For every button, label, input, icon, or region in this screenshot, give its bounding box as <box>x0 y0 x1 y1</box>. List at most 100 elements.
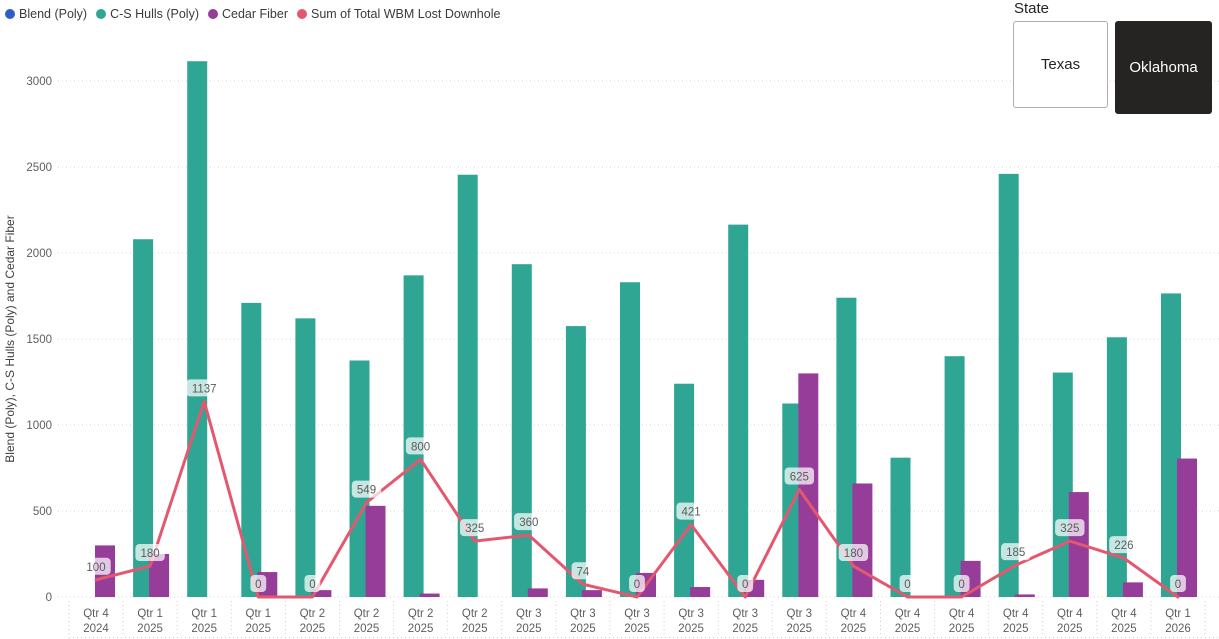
svg-text:360: 360 <box>519 517 538 529</box>
svg-text:Qtr 4: Qtr 4 <box>841 608 867 620</box>
bar-cedar-fiber-13[interactable] <box>798 373 819 597</box>
svg-text:0: 0 <box>958 579 964 591</box>
bar-cedar-fiber-17[interactable] <box>1014 594 1035 597</box>
bar-cedar-fiber-20[interactable] <box>1177 458 1197 597</box>
bar-c-s-hulls-poly-9[interactable] <box>565 326 586 597</box>
svg-text:2025: 2025 <box>300 623 326 635</box>
svg-text:Qtr 3: Qtr 3 <box>624 608 650 620</box>
bar-c-s-hulls-poly-11[interactable] <box>674 383 695 597</box>
bar-c-s-hulls-poly-5[interactable] <box>349 360 370 598</box>
svg-text:Qtr 4: Qtr 4 <box>1111 608 1137 620</box>
svg-text:325: 325 <box>1060 523 1079 535</box>
svg-text:2025: 2025 <box>1111 623 1137 635</box>
legend-item[interactable]: Blend (Poly) <box>5 7 87 21</box>
svg-text:500: 500 <box>33 506 52 518</box>
chart-legend: Blend (Poly) C-S Hulls (Poly) Cedar Fiber S… <box>5 7 500 21</box>
x-axis-label: Qtr 3 2025 <box>678 608 704 635</box>
x-axis-label: Qtr 4 2025 <box>1003 608 1029 635</box>
bar-cedar-fiber-19[interactable] <box>1122 582 1143 597</box>
svg-text:0: 0 <box>742 579 748 591</box>
svg-text:0: 0 <box>255 579 261 591</box>
bar-c-s-hulls-poly-7[interactable] <box>457 174 478 598</box>
svg-text:2025: 2025 <box>949 623 975 635</box>
bar-c-s-hulls-poly-16[interactable] <box>944 356 965 597</box>
x-axis-label: Qtr 2 2025 <box>354 608 380 635</box>
svg-text:Qtr 4: Qtr 4 <box>1003 608 1029 620</box>
bar-cedar-fiber-6[interactable] <box>419 593 440 597</box>
bar-c-s-hulls-poly-19[interactable] <box>1106 337 1127 597</box>
svg-text:2025: 2025 <box>570 623 596 635</box>
svg-text:0: 0 <box>309 579 315 591</box>
x-axis-label: Qtr 2 2025 <box>462 608 488 635</box>
legend-item[interactable]: C-S Hulls (Poly) <box>96 7 199 21</box>
slicer-option-oklahoma[interactable]: Oklahoma <box>1115 21 1212 114</box>
svg-text:800: 800 <box>411 441 430 453</box>
svg-text:2025: 2025 <box>678 623 704 635</box>
bar-c-s-hulls-poly-8[interactable] <box>511 264 532 597</box>
svg-text:2026: 2026 <box>1165 623 1191 635</box>
svg-text:Qtr 1: Qtr 1 <box>191 608 217 620</box>
bar-cedar-fiber-5[interactable] <box>365 505 386 597</box>
svg-text:Qtr 1: Qtr 1 <box>246 608 272 620</box>
svg-text:0: 0 <box>1175 579 1181 591</box>
bar-c-s-hulls-poly-4[interactable] <box>295 318 316 597</box>
bar-c-s-hulls-poly-20[interactable] <box>1161 293 1181 597</box>
bar-c-s-hulls-poly-1[interactable] <box>133 239 154 598</box>
legend-dot-icon <box>96 9 107 19</box>
svg-text:2025: 2025 <box>191 623 217 635</box>
svg-text:549: 549 <box>357 485 376 497</box>
svg-text:Qtr 3: Qtr 3 <box>570 608 596 620</box>
state-slicer: State Texas Oklahoma <box>1013 0 1219 114</box>
x-axis-label: Qtr 2 2025 <box>408 608 434 635</box>
bar-cedar-fiber-11[interactable] <box>690 587 711 597</box>
x-axis-label: Qtr 4 2025 <box>1057 608 1083 635</box>
bar-cedar-fiber-14[interactable] <box>852 483 873 597</box>
bar-c-s-hulls-poly-6[interactable] <box>403 275 424 597</box>
x-axis-label: Qtr 4 2025 <box>949 608 975 635</box>
bar-c-s-hulls-poly-14[interactable] <box>836 297 857 597</box>
svg-text:100: 100 <box>86 562 105 574</box>
svg-text:2025: 2025 <box>895 623 921 635</box>
bar-c-s-hulls-poly-3[interactable] <box>241 302 262 597</box>
bar-c-s-hulls-poly-2[interactable] <box>187 61 208 598</box>
svg-text:Qtr 3: Qtr 3 <box>678 608 704 620</box>
svg-text:2025: 2025 <box>462 623 488 635</box>
svg-text:74: 74 <box>577 566 590 578</box>
legend-item[interactable]: Cedar Fiber <box>208 7 288 21</box>
bar-cedar-fiber-4[interactable] <box>311 590 332 597</box>
legend-dot-icon <box>297 9 307 19</box>
bar-c-s-hulls-poly-10[interactable] <box>620 282 640 597</box>
svg-text:0: 0 <box>904 579 910 591</box>
line-path-sum-of-total-wbm-lost-downhole[interactable] <box>94 399 1180 599</box>
svg-text:2025: 2025 <box>516 623 542 635</box>
svg-text:2025: 2025 <box>1057 623 1083 635</box>
svg-text:2500: 2500 <box>26 162 52 174</box>
legend-dot-icon <box>208 9 218 19</box>
bar-cedar-fiber-8[interactable] <box>527 588 548 597</box>
svg-text:Blend (Poly), C-S Hulls (Poly): Blend (Poly), C-S Hulls (Poly) and Cedar… <box>3 215 17 462</box>
slicer-option-texas[interactable]: Texas <box>1013 21 1108 108</box>
legend-item[interactable]: Sum of Total WBM Lost Downhole <box>297 7 500 21</box>
svg-text:2000: 2000 <box>26 248 52 260</box>
slicer-option-label: Oklahoma <box>1129 59 1198 76</box>
svg-text:1137: 1137 <box>192 383 217 395</box>
bar-cedar-fiber-9[interactable] <box>581 590 602 597</box>
svg-text:Qtr 3: Qtr 3 <box>516 608 542 620</box>
svg-text:180: 180 <box>844 548 863 560</box>
x-axis-label: Qtr 1 2025 <box>246 608 272 635</box>
x-axis-label: Qtr 4 2024 <box>83 608 109 635</box>
x-axis-label: Qtr 3 2025 <box>624 608 650 635</box>
legend-item-label: Sum of Total WBM Lost Downhole <box>311 7 501 21</box>
svg-text:Qtr 1: Qtr 1 <box>1165 608 1191 620</box>
x-axis-label: Qtr 3 2025 <box>732 608 758 635</box>
slicer-options: Texas Oklahoma <box>1013 21 1219 114</box>
bar-c-s-hulls-poly-12[interactable] <box>728 224 749 597</box>
x-axis-label: Qtr 3 2025 <box>516 608 542 635</box>
svg-text:Qtr 2: Qtr 2 <box>354 608 380 620</box>
bar-c-s-hulls-poly-15[interactable] <box>890 457 911 597</box>
svg-text:2025: 2025 <box>1003 623 1029 635</box>
bar-c-s-hulls-poly-17[interactable] <box>998 173 1019 597</box>
bar-cedar-fiber-1[interactable] <box>149 554 170 597</box>
y-axis-title: Blend (Poly), C-S Hulls (Poly) and Cedar… <box>3 215 17 462</box>
